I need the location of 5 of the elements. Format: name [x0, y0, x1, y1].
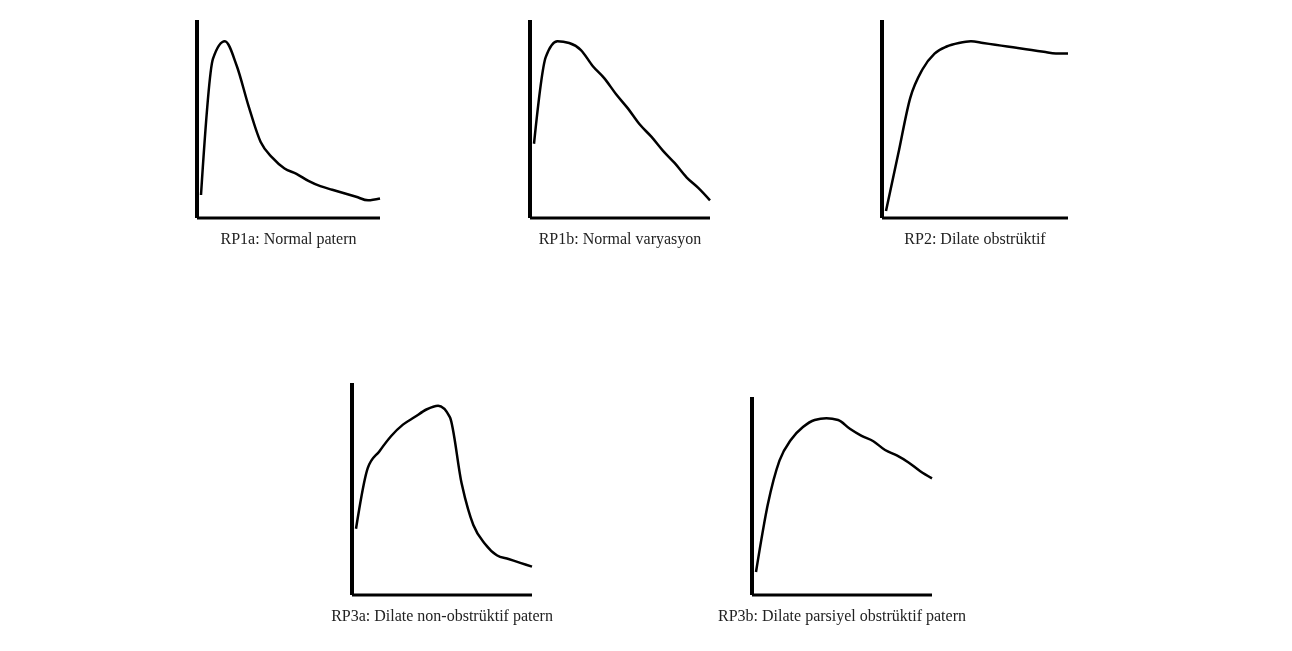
x-axis-title: RP1b: Normal varyasyon	[538, 230, 702, 248]
x-axis-title: RP3a: Dilate non-obstrüktif patern	[331, 607, 553, 625]
x-axis-title: RP2: Dilate obstrüktif	[904, 230, 1047, 247]
x-axis-title: RP1a: Normal patern	[220, 230, 357, 248]
x-axis-title: RP3b: Dilate parsiyel obstrüktif patern	[718, 607, 966, 625]
